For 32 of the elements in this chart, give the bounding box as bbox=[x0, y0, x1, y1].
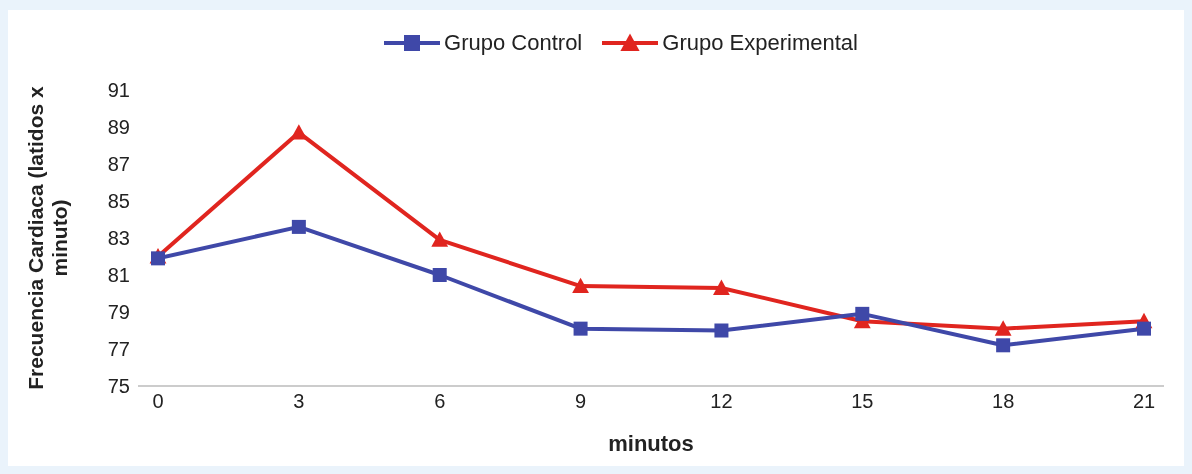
y-axis-title: Frecuencia Cardiaca (latidos x minuto) bbox=[24, 85, 71, 390]
y-tick-label: 91 bbox=[107, 79, 130, 102]
x-tick-label: 12 bbox=[710, 390, 733, 413]
x-tick-label: 21 bbox=[1132, 390, 1156, 413]
y-tick-label: 85 bbox=[107, 190, 130, 213]
x-tick-label: 6 bbox=[434, 390, 446, 413]
y-tick-label: 75 bbox=[107, 375, 130, 398]
legend-label: Grupo Control bbox=[443, 30, 583, 56]
y-tick-label: 83 bbox=[107, 227, 130, 250]
point bbox=[713, 279, 730, 295]
x-tick-label: 9 bbox=[575, 390, 587, 413]
y-tick-label: 79 bbox=[107, 301, 130, 324]
legend-label: Grupo Experimental bbox=[661, 30, 858, 56]
point bbox=[994, 320, 1012, 336]
point bbox=[1137, 321, 1151, 336]
x-tick-label: 3 bbox=[293, 390, 305, 413]
point bbox=[572, 277, 589, 294]
x-tick-label: 15 bbox=[851, 390, 874, 413]
y-tick-label: 81 bbox=[107, 264, 130, 287]
point bbox=[291, 219, 306, 234]
x-tick-label: 18 bbox=[992, 390, 1015, 413]
y-tick-label: 77 bbox=[107, 338, 130, 361]
point bbox=[996, 338, 1011, 353]
point bbox=[855, 306, 870, 321]
point bbox=[431, 231, 449, 247]
y-tick-label: 87 bbox=[107, 153, 130, 176]
point bbox=[432, 268, 447, 282]
x-axis-title: minutos bbox=[608, 431, 694, 456]
point bbox=[573, 321, 588, 336]
point bbox=[714, 323, 729, 338]
y-tick-label: 89 bbox=[107, 116, 130, 139]
x-tick-label: 0 bbox=[152, 390, 164, 413]
